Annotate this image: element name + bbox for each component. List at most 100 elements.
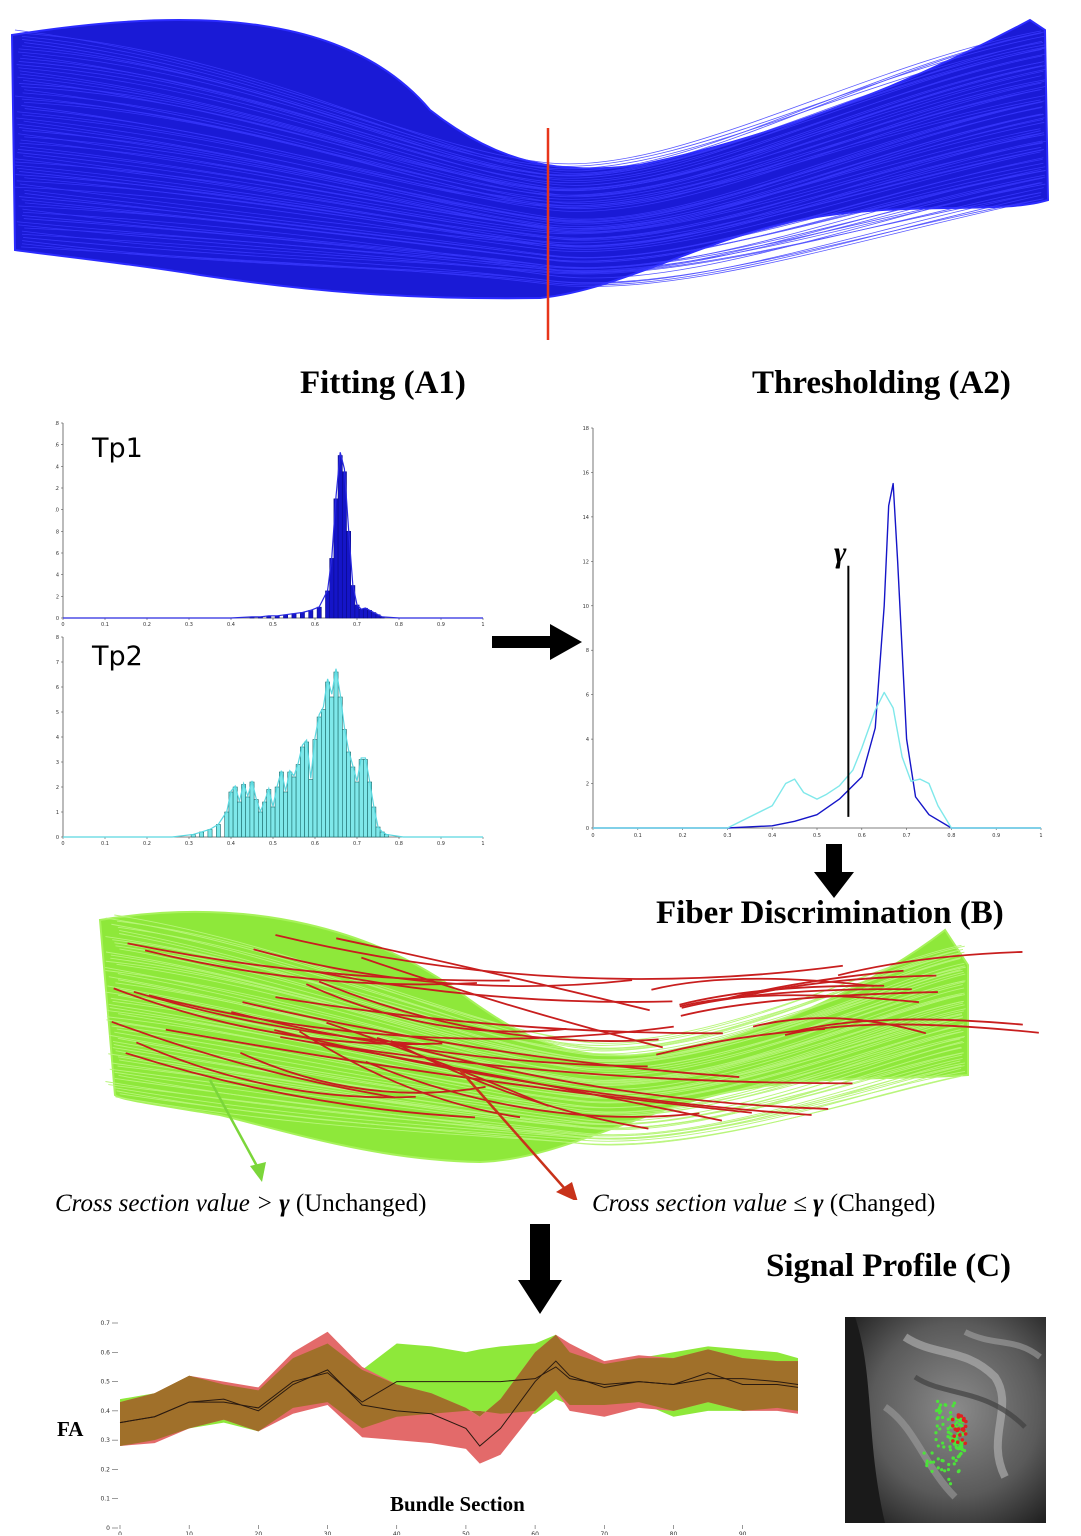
histogram-bar — [216, 824, 221, 838]
x-tick-label: 0.2 — [143, 622, 151, 628]
changed-arrow — [459, 1069, 567, 1191]
x-tick-label: 0.5 — [813, 833, 821, 839]
fiber-line-changed — [723, 969, 904, 1001]
thresholding-chart: 0 0.1 0.2 0.3 0.4 0.5 0.6 0.7 0.8 0.9 102468101214… — [583, 426, 1043, 839]
x-tick-label: 50 — [462, 1531, 470, 1535]
fiber-point — [954, 1458, 958, 1463]
histogram-bar — [316, 606, 322, 619]
fiber-line-unchanged — [114, 1058, 963, 1136]
fiber-line-changed — [752, 1017, 927, 1035]
fiber-line-changed — [280, 1036, 723, 1122]
y-tick-label: 4 — [586, 737, 589, 743]
x-tick-label: 0 — [118, 1531, 122, 1535]
fiber-point — [938, 1403, 943, 1407]
fiber-point — [941, 1459, 945, 1463]
histogram-bar — [337, 455, 343, 619]
fiber-line-unchanged — [108, 1040, 963, 1125]
fiber-point — [951, 1456, 955, 1460]
y-tick-label: 0 — [106, 1525, 110, 1532]
y-tick-label: 6 — [56, 551, 59, 557]
histogram-bar — [224, 811, 230, 838]
histogram-bar — [341, 729, 347, 838]
fiber-line-changed — [274, 1029, 812, 1116]
fiber-line-changed — [275, 996, 723, 1035]
x-tick-label: 0.9 — [437, 841, 445, 845]
fiber-point — [948, 1445, 952, 1449]
histogram-bar — [207, 829, 213, 838]
x-tick-label: 1 — [481, 841, 484, 845]
density-series-line — [593, 482, 1041, 829]
fiber-point — [960, 1432, 965, 1437]
fiber-point — [948, 1482, 953, 1486]
fiber-line-changed — [125, 1052, 476, 1119]
fiber-line-unchanged — [115, 1076, 961, 1145]
fiber-line-changed — [784, 1023, 1039, 1036]
y-tick-label: 8 — [586, 648, 589, 654]
x-tick-label: 0.4 — [227, 622, 235, 628]
fiber-line-changed — [133, 990, 421, 1045]
flow-arrow-down-2 — [518, 1224, 562, 1314]
fiber-line-unchanged — [112, 939, 961, 1052]
fiber-point — [934, 1438, 938, 1442]
fiber-line-changed — [312, 970, 673, 1003]
fiber-point-changed — [963, 1441, 968, 1446]
y-tick-label: 12 — [583, 559, 589, 565]
fiber-line-changed — [681, 988, 912, 1009]
histogram-bar — [350, 766, 356, 838]
fiber-point — [931, 1460, 936, 1464]
fiber-line-changed — [794, 1018, 1023, 1033]
fiber-point-changed — [960, 1438, 965, 1442]
y-tick-label: 2 — [56, 594, 59, 600]
fiber-point — [958, 1446, 962, 1451]
fiber-line-changed — [144, 949, 477, 986]
y-tick-label: 5 — [56, 710, 59, 716]
x-tick-label: 0.7 — [353, 622, 361, 628]
x-tick-label: 0.7 — [353, 841, 361, 845]
x-tick-label: 0.1 — [101, 622, 109, 628]
overlap-band — [120, 1334, 798, 1446]
fiber-point — [955, 1446, 959, 1450]
histogram-bar — [346, 751, 351, 838]
x-tick-label: 0.6 — [311, 841, 319, 845]
histogram-bar — [249, 781, 255, 838]
fiber-point — [946, 1430, 950, 1434]
x-tick-label: 0.8 — [395, 622, 403, 628]
histogram-bar — [245, 796, 251, 838]
x-tick-label: 0.7 — [903, 833, 911, 839]
fiber-line-unchanged — [116, 1023, 965, 1113]
x-tick-label: 0.8 — [395, 841, 403, 845]
fiber-point-changed — [955, 1440, 960, 1445]
y-tick-label: 10 — [583, 604, 589, 610]
fiber-line-unchanged — [110, 954, 961, 1062]
x-tick-label: 0 — [591, 833, 594, 839]
fiber-line-unchanged — [109, 1054, 963, 1129]
fiber-point — [951, 1404, 955, 1408]
tp2-label: Tp2 — [92, 641, 143, 672]
fiber-point — [925, 1459, 929, 1463]
fiber-line-unchanged — [118, 1062, 966, 1137]
fiber-line-changed — [253, 948, 633, 987]
histogram-bar — [354, 781, 360, 838]
x-tick-label: 10 — [185, 1531, 193, 1535]
fiber-point — [935, 1424, 939, 1428]
x-tick-label: 0.1 — [634, 833, 642, 839]
fiber-line-changed — [242, 1001, 740, 1078]
x-tick-label: 0.4 — [227, 841, 235, 845]
histogram-bar — [291, 776, 297, 838]
y-tick-label: 0.6 — [100, 1349, 110, 1356]
fiber-point-changed — [950, 1423, 955, 1428]
fiber-line-unchanged — [115, 945, 966, 1061]
heading-signal-profile: Signal Profile (C) — [766, 1248, 1012, 1284]
mean-line — [119, 1360, 799, 1447]
x-tick-label: 0.2 — [143, 841, 151, 845]
y-tick-label: 10 — [55, 508, 59, 514]
fiber-line-changed — [837, 951, 1023, 977]
y-tick-label: 14 — [55, 464, 59, 470]
y-tick-label: 0.2 — [100, 1466, 110, 1473]
fiber-point-changed — [958, 1433, 962, 1437]
histogram-bar — [362, 607, 368, 619]
density-series-line — [593, 691, 1041, 829]
fiber-line-unchanged — [109, 1029, 961, 1109]
fiber-line-unchanged — [106, 1016, 963, 1098]
x-tick-label: 0.3 — [185, 841, 193, 845]
